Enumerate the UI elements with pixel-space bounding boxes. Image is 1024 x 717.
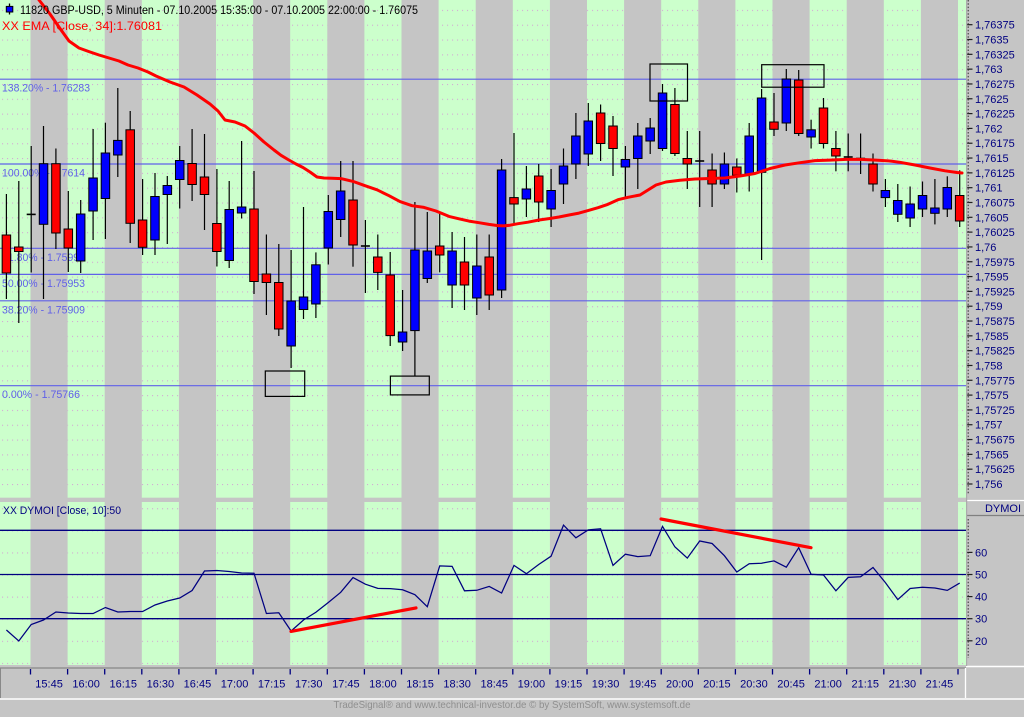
svg-text:1,76275: 1,76275 [975, 79, 1015, 91]
svg-text:16:15: 16:15 [109, 679, 137, 691]
svg-text:1,75725: 1,75725 [975, 405, 1015, 417]
svg-text:1,7595: 1,7595 [975, 272, 1009, 284]
svg-text:16:30: 16:30 [147, 679, 175, 691]
svg-text:1,76175: 1,76175 [975, 138, 1015, 150]
svg-text:1,76225: 1,76225 [975, 109, 1015, 121]
svg-text:40: 40 [975, 592, 987, 604]
svg-text:21:00: 21:00 [814, 679, 842, 691]
svg-text:1,76375: 1,76375 [975, 20, 1015, 32]
svg-text:38.20% - 1.75909: 38.20% - 1.75909 [2, 304, 85, 316]
svg-text:DYMOI: DYMOI [985, 503, 1021, 515]
svg-text:18:45: 18:45 [480, 679, 508, 691]
svg-text:1,75775: 1,75775 [975, 375, 1015, 387]
svg-text:1,76025: 1,76025 [975, 227, 1015, 239]
svg-text:1,75925: 1,75925 [975, 286, 1015, 298]
svg-text:1,7575: 1,7575 [975, 390, 1009, 402]
svg-text:1,757: 1,757 [975, 420, 1003, 432]
svg-text:60: 60 [975, 547, 987, 559]
svg-text:1,7565: 1,7565 [975, 449, 1009, 461]
svg-text:138.20% - 1.76283: 138.20% - 1.76283 [2, 83, 90, 95]
svg-text:1,763: 1,763 [975, 64, 1003, 76]
svg-text:TradeSignal® and www.technical: TradeSignal® and www.technical-investor.… [334, 699, 691, 711]
svg-text:19:45: 19:45 [629, 679, 657, 691]
svg-text:17:00: 17:00 [221, 679, 249, 691]
svg-text:21:15: 21:15 [851, 679, 879, 691]
svg-text:18:30: 18:30 [443, 679, 471, 691]
svg-text:21:45: 21:45 [926, 679, 954, 691]
svg-text:19:30: 19:30 [592, 679, 620, 691]
svg-text:XX DYMOI [Close, 10]:50: XX DYMOI [Close, 10]:50 [3, 505, 121, 517]
svg-text:1,7605: 1,7605 [975, 212, 1009, 224]
svg-text:19:00: 19:00 [518, 679, 546, 691]
svg-text:16:00: 16:00 [72, 679, 100, 691]
svg-text:1,76: 1,76 [975, 242, 996, 254]
svg-text:11820 GBP-USD, 5 Minuten - 07: 11820 GBP-USD, 5 Minuten - 07.10.2005 15… [20, 3, 418, 17]
svg-text:1,75625: 1,75625 [975, 464, 1015, 476]
svg-text:1,75975: 1,75975 [975, 257, 1015, 269]
svg-text:16:45: 16:45 [184, 679, 212, 691]
svg-text:1,75675: 1,75675 [975, 435, 1015, 447]
svg-text:17:15: 17:15 [258, 679, 286, 691]
svg-text:20:15: 20:15 [703, 679, 731, 691]
svg-text:1,76325: 1,76325 [975, 49, 1015, 61]
svg-text:XX EMA [Close, 34]:1.76081: XX EMA [Close, 34]:1.76081 [2, 19, 162, 33]
svg-text:1,75875: 1,75875 [975, 316, 1015, 328]
svg-text:1,7635: 1,7635 [975, 35, 1009, 47]
svg-text:1,756: 1,756 [975, 479, 1003, 491]
svg-text:20:00: 20:00 [666, 679, 694, 691]
svg-text:1,758: 1,758 [975, 360, 1003, 372]
svg-text:50: 50 [975, 570, 987, 582]
svg-text:1,76075: 1,76075 [975, 197, 1015, 209]
svg-text:20:45: 20:45 [777, 679, 805, 691]
svg-text:1,7625: 1,7625 [975, 94, 1009, 106]
svg-text:1,762: 1,762 [975, 123, 1003, 135]
svg-text:20: 20 [975, 636, 987, 648]
svg-text:1,7585: 1,7585 [975, 331, 1009, 343]
svg-text:21:30: 21:30 [889, 679, 917, 691]
svg-text:18:15: 18:15 [406, 679, 434, 691]
svg-text:1,759: 1,759 [975, 301, 1003, 313]
svg-text:1,76125: 1,76125 [975, 168, 1015, 180]
svg-text:15:45: 15:45 [35, 679, 63, 691]
svg-text:18:00: 18:00 [369, 679, 397, 691]
svg-text:30: 30 [975, 614, 987, 626]
svg-text:1,761: 1,761 [975, 183, 1003, 195]
svg-text:1,75825: 1,75825 [975, 346, 1015, 358]
svg-text:20:30: 20:30 [740, 679, 768, 691]
svg-text:17:30: 17:30 [295, 679, 323, 691]
svg-text:17:45: 17:45 [332, 679, 360, 691]
svg-text:19:15: 19:15 [555, 679, 583, 691]
svg-text:0.00% - 1.75766: 0.00% - 1.75766 [2, 389, 80, 401]
svg-text:1,7615: 1,7615 [975, 153, 1009, 165]
